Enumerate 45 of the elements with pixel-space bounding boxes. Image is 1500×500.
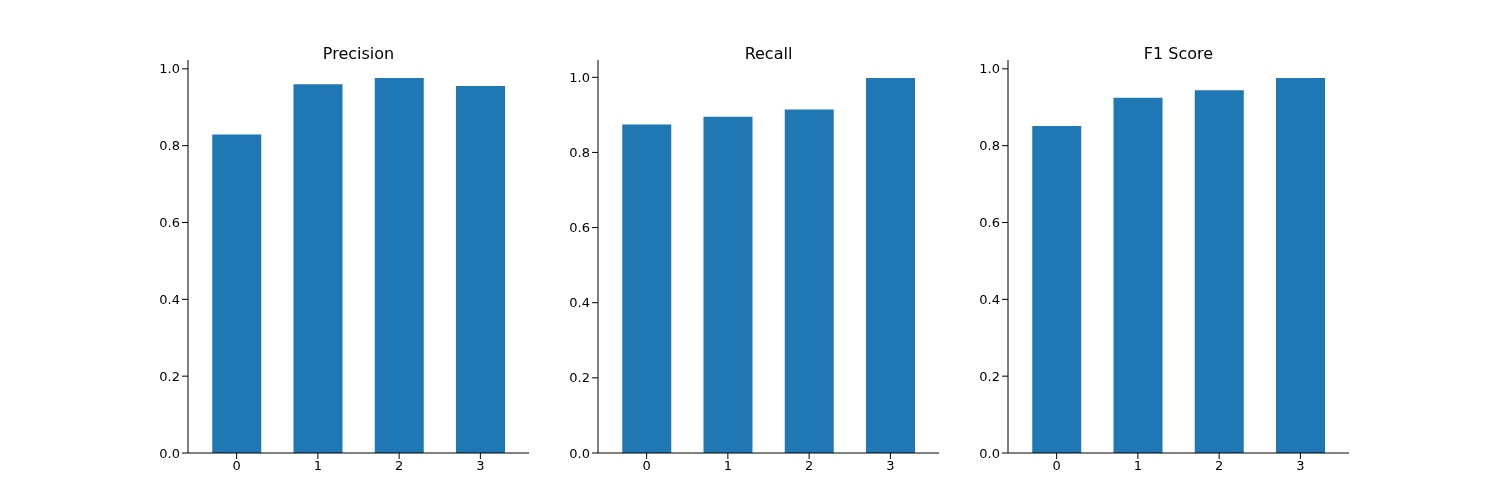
bar	[784, 109, 834, 453]
x-tick-label: 2	[394, 458, 404, 474]
y-tick-label: 1.0	[979, 61, 1000, 77]
bar	[1194, 90, 1244, 453]
y-tick-label: 0.2	[159, 368, 180, 384]
x-tick-label: 0	[1052, 458, 1061, 474]
x-tick-label: 3	[476, 458, 485, 474]
chart-title: Precision	[321, 44, 396, 63]
x-tick-label: 0	[642, 458, 651, 474]
y-tick-label: 0.2	[569, 370, 590, 386]
y-tick-label: 0.4	[569, 295, 590, 311]
x-tick-label: 1	[1133, 458, 1143, 474]
bar	[293, 84, 343, 453]
y-tick-label: 0.4	[979, 291, 1000, 307]
x-tick-label: 0	[232, 458, 241, 474]
x-tick-label: 1	[723, 458, 733, 474]
y-tick-label: 0.4	[159, 291, 180, 307]
y-tick-label: 0.8	[159, 138, 180, 154]
bar	[212, 134, 262, 453]
x-tick-label: 3	[1296, 458, 1305, 474]
x-tick-label: 2	[1214, 458, 1224, 474]
x-tick-label: 1	[313, 458, 323, 474]
chart-title: F1 Score	[1142, 44, 1215, 63]
bar	[866, 78, 915, 453]
y-tick-label: 0.6	[569, 220, 590, 236]
y-tick-label: 0.2	[979, 368, 1000, 384]
y-tick-label: 1.0	[159, 61, 180, 77]
y-tick-label: 0.0	[979, 445, 1000, 461]
y-tick-label: 1.0	[569, 69, 590, 85]
chart-title: Recall	[743, 44, 794, 63]
bar	[374, 78, 424, 453]
y-tick-label: 0.0	[159, 445, 180, 461]
bar	[703, 116, 753, 453]
bar	[456, 86, 505, 453]
bar	[1032, 126, 1082, 453]
y-tick-label: 0.6	[159, 215, 180, 231]
x-tick-label: 2	[804, 458, 814, 474]
y-tick-label: 0.0	[569, 445, 590, 461]
y-tick-label: 0.8	[569, 145, 590, 161]
x-tick-label: 3	[886, 458, 895, 474]
bar	[622, 124, 672, 453]
y-tick-label: 0.8	[979, 138, 1000, 154]
bar	[1276, 78, 1325, 453]
y-tick-label: 0.6	[979, 215, 1000, 231]
bar	[1113, 97, 1163, 453]
